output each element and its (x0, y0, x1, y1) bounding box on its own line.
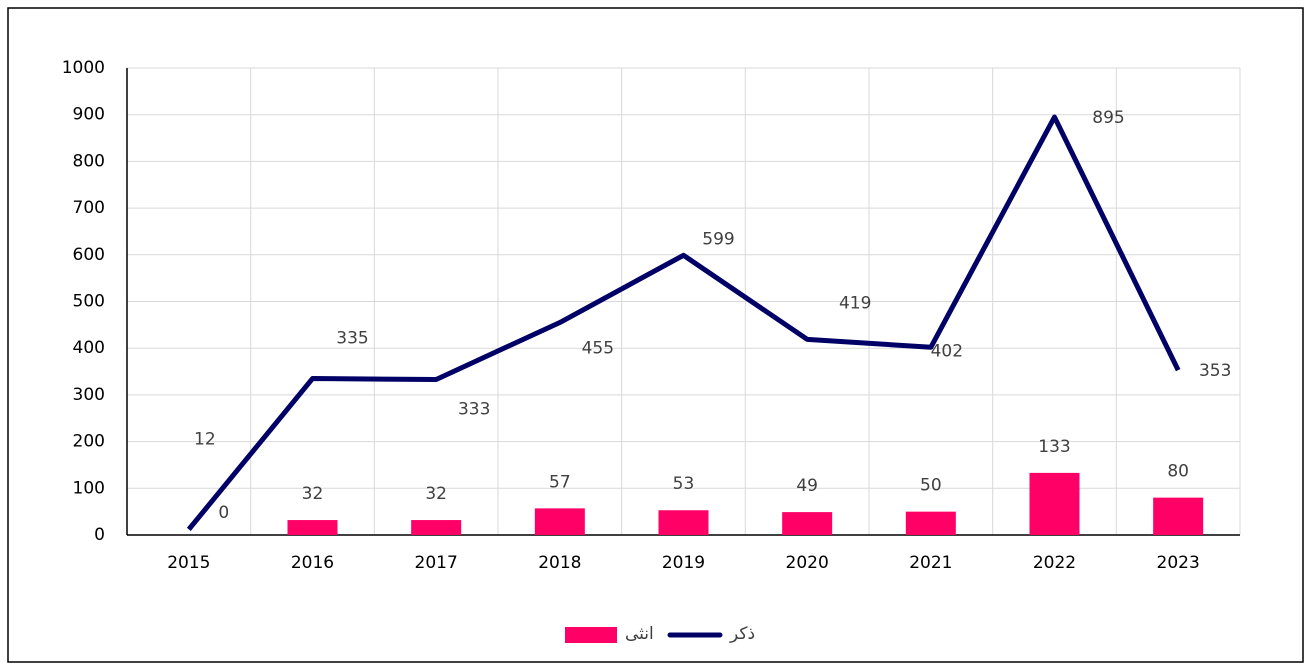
data-label: 599 (702, 229, 734, 249)
y-tick-label: 700 (73, 198, 105, 218)
data-label: 333 (458, 399, 490, 419)
y-tick-label: 500 (73, 292, 105, 312)
bar (534, 508, 585, 535)
data-label: 133 (1038, 437, 1070, 457)
x-tick-label: 2018 (538, 553, 581, 573)
data-label: 353 (1199, 361, 1231, 381)
bar (287, 520, 338, 535)
x-tick-label: 2020 (786, 553, 829, 573)
data-label: 80 (1167, 462, 1189, 482)
legend-swatch (565, 627, 617, 643)
y-tick-label: 800 (73, 151, 105, 171)
data-label: 32 (302, 484, 324, 504)
y-tick-label: 0 (94, 525, 105, 545)
bar (411, 520, 462, 535)
x-tick-label: 2015 (167, 553, 210, 573)
y-tick-label: 600 (73, 245, 105, 265)
data-label: 12 (194, 429, 216, 449)
x-tick-label: 2017 (415, 553, 458, 573)
data-label: 455 (582, 339, 614, 359)
x-tick-label: 2019 (662, 553, 705, 573)
data-label: 32 (425, 484, 447, 504)
y-tick-label: 900 (73, 105, 105, 125)
x-tick-label: 2021 (909, 553, 952, 573)
y-tick-label: 200 (73, 432, 105, 452)
data-label: 57 (549, 472, 571, 492)
data-label: 0 (218, 503, 229, 523)
data-label: 419 (839, 293, 871, 313)
chart-border (7, 7, 1304, 663)
data-label: 335 (336, 329, 368, 349)
y-tick-label: 100 (73, 478, 105, 498)
legend-label: انثى (625, 624, 654, 644)
data-label: 402 (931, 341, 963, 361)
data-label: 895 (1092, 108, 1124, 128)
bar (782, 512, 833, 535)
x-tick-label: 2023 (1157, 553, 1200, 573)
bar (905, 511, 956, 535)
bar (1153, 497, 1204, 535)
data-label: 53 (673, 474, 695, 494)
y-tick-label: 300 (73, 385, 105, 405)
y-tick-label: 400 (73, 338, 105, 358)
y-tick-label: 1000 (62, 58, 105, 78)
bar (658, 510, 709, 535)
legend-label: ذكر (729, 624, 755, 644)
data-label: 49 (796, 476, 818, 496)
x-tick-label: 2016 (291, 553, 334, 573)
bar (1029, 472, 1080, 535)
data-label: 50 (920, 476, 942, 496)
x-tick-label: 2022 (1033, 553, 1076, 573)
line (186, 114, 1181, 531)
